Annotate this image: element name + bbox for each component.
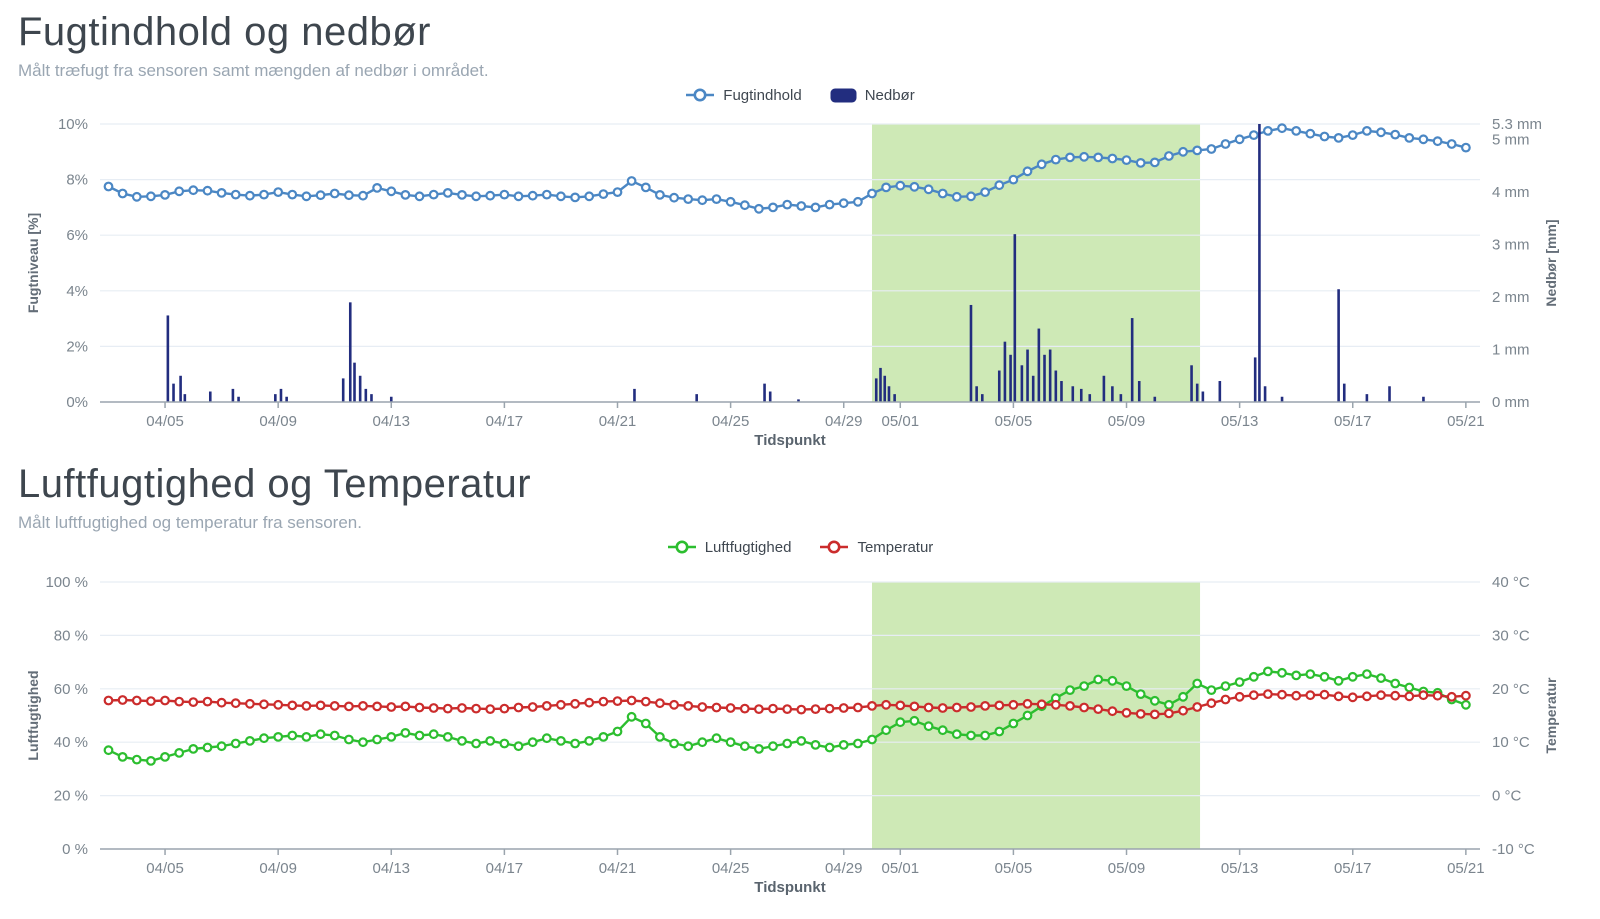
x-tick-label: 04/21 xyxy=(599,413,637,430)
right-axis-title: Temperatur xyxy=(1543,677,1559,754)
right-tick-label: 40 °C xyxy=(1492,574,1530,591)
humidity-temperature-section: Luftfugtighed og Temperatur Målt luftfug… xyxy=(0,452,1600,913)
highlight-region xyxy=(872,124,1201,402)
right-tick-label: 20 °C xyxy=(1492,681,1530,698)
right-tick-label: 5 mm xyxy=(1492,132,1530,149)
left-tick-label: 20 % xyxy=(54,788,88,805)
left-tick-label: 60 % xyxy=(54,681,88,698)
x-tick-label: 04/09 xyxy=(259,860,297,877)
right-tick-label: 4 mm xyxy=(1492,184,1530,201)
legend-label: Nedbør xyxy=(864,86,915,104)
highlight-region xyxy=(872,582,1201,849)
left-tick-label: 40 % xyxy=(54,734,88,751)
page-title: Fugtindhold og nedbør xyxy=(18,10,431,54)
x-tick-label: 04/05 xyxy=(146,413,184,430)
moisture-chart-header: Fugtindhold og nedbør Målt træfugt fra s… xyxy=(0,0,1600,81)
left-tick-label: 2% xyxy=(66,338,88,355)
x-tick-label: 04/17 xyxy=(486,413,524,430)
right-tick-label: -10 °C xyxy=(1492,841,1535,858)
x-tick-label: 05/01 xyxy=(882,413,920,430)
luftfugtighed-line-series xyxy=(103,666,1471,766)
page-title: Luftfugtighed og Temperatur xyxy=(18,462,532,506)
left-axis-title: Fugtniveau [%] xyxy=(25,213,41,313)
right-tick-label: 0 mm xyxy=(1492,394,1530,411)
line-marker-icon xyxy=(667,540,697,554)
right-axis-title: Nedbør [mm] xyxy=(1543,219,1559,306)
legend-label: Fugtindhold xyxy=(723,86,802,104)
x-tick-label: 05/01 xyxy=(882,860,920,877)
x-tick-label: 05/17 xyxy=(1334,860,1372,877)
x-tick-label: 05/05 xyxy=(995,860,1033,877)
right-tick-label: 2 mm xyxy=(1492,289,1530,306)
line-marker-icon xyxy=(685,88,715,102)
legend-item-fugtindhold: Fugtindhold xyxy=(685,86,802,104)
x-tick-label: 04/13 xyxy=(372,413,410,430)
x-tick-label: 05/09 xyxy=(1108,413,1146,430)
right-tick-label: 0 °C xyxy=(1492,788,1522,805)
temperatur-line-series xyxy=(103,689,1471,720)
precipitation-bars xyxy=(166,124,1425,402)
moisture-precipitation-chart[interactable]: 04/05 04/09 04/13 04/17 04/21 04/25 04/29 05/01… xyxy=(0,107,1600,452)
x-tick-label: 05/17 xyxy=(1334,413,1372,430)
moisture-chart-legend: Fugtindhold Nedbør xyxy=(0,83,1600,107)
x-tick-label: 04/25 xyxy=(712,860,750,877)
right-tick-label: 10 °C xyxy=(1492,734,1530,751)
left-tick-label: 0% xyxy=(66,394,88,411)
moisture-precipitation-section: Fugtindhold og nedbør Målt træfugt fra s… xyxy=(0,0,1600,452)
fugtindhold-line-series xyxy=(103,123,1471,214)
chart-subtitle: Målt træfugt fra sensoren samt mængden a… xyxy=(18,61,489,80)
x-tick-label: 05/09 xyxy=(1108,860,1146,877)
x-tick-label: 05/13 xyxy=(1221,413,1259,430)
left-axis-title: Luftfugtighed xyxy=(25,670,41,760)
chart-subtitle: Målt luftfugtighed og temperatur fra sen… xyxy=(18,513,362,532)
left-tick-label: 10% xyxy=(58,116,88,133)
right-tick-label: 3 mm xyxy=(1492,237,1530,254)
x-tick-label: 05/21 xyxy=(1447,860,1485,877)
x-tick-label: 04/05 xyxy=(146,860,184,877)
humidity-chart-header: Luftfugtighed og Temperatur Målt luftfug… xyxy=(0,452,1600,533)
left-tick-label: 80 % xyxy=(54,627,88,644)
legend-item-temperatur: Temperatur xyxy=(819,539,933,556)
x-tick-label: 04/17 xyxy=(486,860,524,877)
x-tick-label: 05/05 xyxy=(995,413,1033,430)
x-tick-label: 04/29 xyxy=(825,860,863,877)
left-tick-label: 8% xyxy=(66,172,88,189)
x-tick-label: 05/13 xyxy=(1221,860,1259,877)
bar-swatch-icon xyxy=(830,88,857,103)
x-tick-label: 04/09 xyxy=(259,413,297,430)
legend-item-nedbor: Nedbør xyxy=(830,87,915,104)
right-tick-label: 30 °C xyxy=(1492,627,1530,644)
line-marker-icon xyxy=(819,540,849,554)
legend-label: Temperatur xyxy=(857,538,934,556)
right-tick-label: 5.3 mm xyxy=(1492,116,1542,133)
x-tick-label: 04/25 xyxy=(712,413,750,430)
legend-label: Luftfugtighed xyxy=(704,538,792,556)
x-axis-title: Tidspunkt xyxy=(754,432,825,449)
x-axis-title: Tidspunkt xyxy=(754,879,825,896)
left-tick-label: 6% xyxy=(66,227,88,244)
x-tick-label: 05/21 xyxy=(1447,413,1485,430)
x-tick-label: 04/29 xyxy=(825,413,863,430)
x-tick-label: 04/13 xyxy=(372,860,410,877)
legend-item-luftfugtighed: Luftfugtighed xyxy=(667,538,792,556)
humidity-temperature-chart[interactable]: 04/05 04/09 04/13 04/17 04/21 04/25 04/29 05/01… xyxy=(0,559,1600,913)
left-tick-label: 4% xyxy=(66,283,88,300)
left-tick-label: 0 % xyxy=(62,841,88,858)
left-tick-label: 100 % xyxy=(45,574,88,591)
right-tick-label: 1 mm xyxy=(1492,342,1530,359)
x-tick-label: 04/21 xyxy=(599,860,637,877)
humidity-chart-legend: Luftfugtighed Temperatur xyxy=(0,535,1600,559)
